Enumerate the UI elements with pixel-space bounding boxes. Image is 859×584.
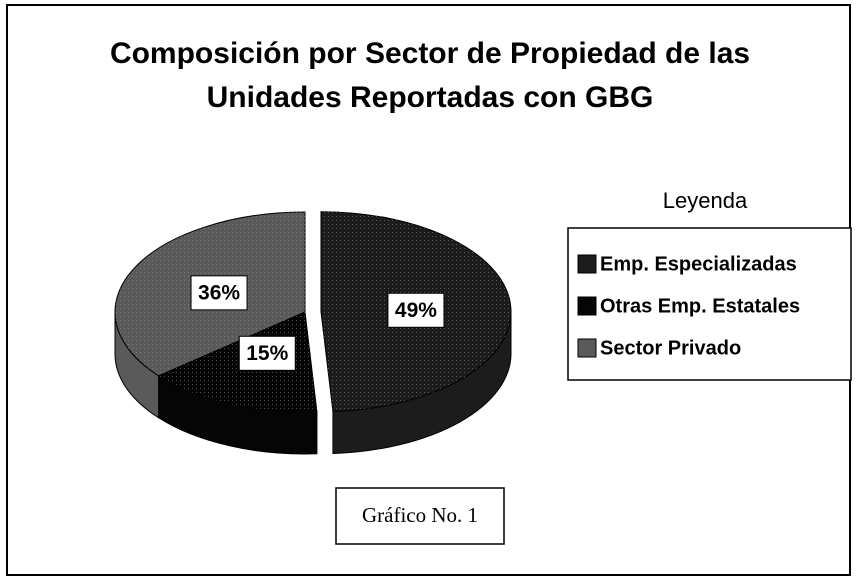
label-box xyxy=(387,292,445,328)
chart-title: Composición por Sector de Propiedad de l… xyxy=(109,37,751,114)
legend-swatch xyxy=(577,338,597,358)
label-box xyxy=(238,335,296,371)
annotation-box xyxy=(335,487,505,545)
legend-swatch xyxy=(577,254,597,274)
legend-label: Emp. Especializadas xyxy=(600,253,797,275)
legend-title: Leyenda xyxy=(663,188,748,213)
legend-box xyxy=(567,227,852,381)
annotation: Gráfico No. 1 xyxy=(362,503,478,527)
value-label: 15% xyxy=(246,342,288,365)
legend-label: Sector Privado xyxy=(600,337,741,359)
legend-swatch xyxy=(577,296,597,316)
legend-label: Otras Emp. Estatales xyxy=(600,295,800,317)
label-box xyxy=(190,275,248,311)
value-label: 49% xyxy=(395,299,437,322)
value-label: 36% xyxy=(198,281,240,304)
